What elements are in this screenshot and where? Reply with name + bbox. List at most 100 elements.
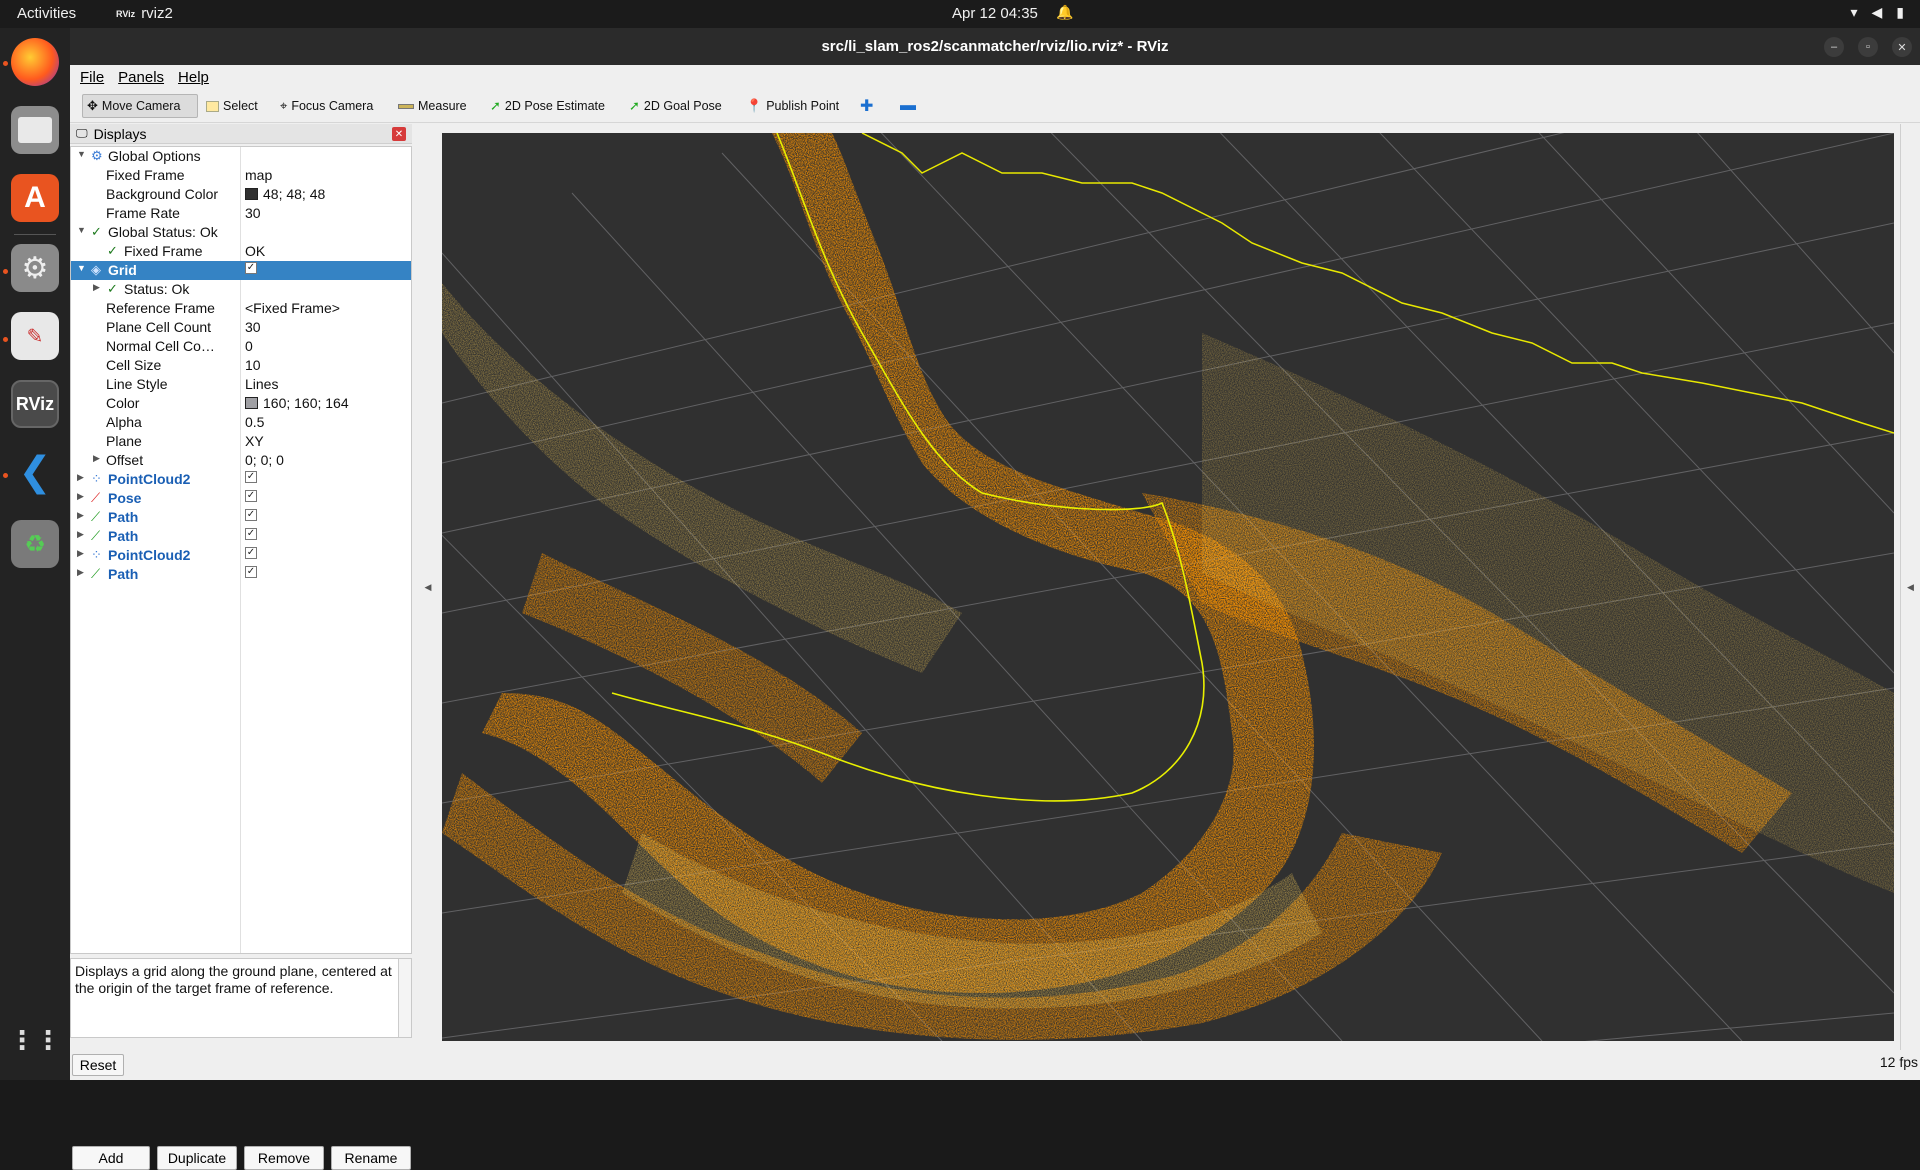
menu-help[interactable]: Help bbox=[178, 68, 209, 86]
displays-tree[interactable]: ▼ ⚙ Global Options Fixed Frame map Backg… bbox=[70, 146, 412, 954]
tree-label: Normal Cell Co… bbox=[106, 338, 215, 354]
panel-collapse-left-icon[interactable]: ◀ bbox=[424, 581, 432, 592]
collapse-arrow-icon[interactable]: ▶ bbox=[77, 529, 84, 539]
text-editor-icon[interactable]: ✎ bbox=[11, 312, 59, 360]
firefox-icon[interactable] bbox=[11, 38, 59, 86]
collapse-arrow-icon[interactable]: ▶ bbox=[77, 567, 84, 577]
tree-row-grid-status[interactable]: ▶ ✓ Status: Ok bbox=[71, 280, 411, 299]
trash-icon[interactable]: ♻ bbox=[11, 520, 59, 568]
collapse-arrow-icon[interactable]: ▶ bbox=[77, 491, 84, 501]
tree-row-line-style[interactable]: Line Style Lines bbox=[71, 375, 411, 394]
rename-button[interactable]: Rename bbox=[331, 1146, 411, 1170]
line-style-value[interactable]: Lines bbox=[245, 376, 279, 392]
remove-tool-button[interactable]: ▬ bbox=[896, 94, 920, 118]
show-apps-icon[interactable]: ⋮⋮ bbox=[9, 1024, 61, 1055]
collapse-arrow-icon[interactable]: ▶ bbox=[77, 510, 84, 520]
panel-close-icon[interactable]: ✕ bbox=[392, 127, 406, 141]
tree-row-plane-cell-count[interactable]: Plane Cell Count 30 bbox=[71, 318, 411, 337]
fixed-frame-value[interactable]: map bbox=[245, 167, 273, 183]
system-tray[interactable]: ▾ ◀ ▮ bbox=[1850, 4, 1904, 21]
tree-row-fixed-frame[interactable]: Fixed Frame map bbox=[71, 166, 411, 185]
close-button[interactable]: ✕ bbox=[1892, 37, 1912, 57]
files-icon[interactable] bbox=[11, 106, 59, 154]
enable-checkbox[interactable]: ✓ bbox=[245, 528, 257, 540]
publish-point-tool[interactable]: 📍 Publish Point bbox=[742, 94, 843, 118]
pose-estimate-tool[interactable]: ➚ 2D Pose Estimate bbox=[486, 94, 609, 118]
offset-value[interactable]: 0; 0; 0 bbox=[245, 452, 284, 468]
tree-row-normal-cell-count[interactable]: Normal Cell Co… 0 bbox=[71, 337, 411, 356]
activities-button[interactable]: Activities bbox=[17, 5, 77, 22]
tree-row-background-color[interactable]: Background Color 48; 48; 48 bbox=[71, 185, 411, 204]
enable-checkbox[interactable]: ✓ bbox=[245, 471, 257, 483]
maximize-button[interactable]: ▫ bbox=[1858, 37, 1878, 57]
tree-row-frame-rate[interactable]: Frame Rate 30 bbox=[71, 204, 411, 223]
tree-row-pointcloud2[interactable]: ▶ ⁘ PointCloud2 ✓ bbox=[71, 546, 411, 565]
clock[interactable]: Apr 12 04:35 bbox=[952, 5, 1038, 22]
collapse-arrow-icon[interactable]: ▶ bbox=[93, 282, 100, 292]
column-splitter[interactable] bbox=[240, 147, 241, 953]
add-tool-button[interactable]: ✚ bbox=[856, 94, 877, 118]
tree-label: Path bbox=[108, 566, 139, 582]
tree-row-grid[interactable]: ▼ ◈ Grid ✓ bbox=[71, 261, 411, 280]
measure-tool[interactable]: Measure bbox=[394, 94, 471, 118]
enable-checkbox[interactable]: ✓ bbox=[245, 547, 257, 559]
expand-arrow-icon[interactable]: ▼ bbox=[77, 149, 86, 159]
frame-rate-value[interactable]: 30 bbox=[245, 205, 261, 221]
collapse-arrow-icon[interactable]: ▶ bbox=[77, 548, 84, 558]
grid-color-value[interactable]: 160; 160; 164 bbox=[245, 395, 349, 411]
tree-row-offset[interactable]: ▶ Offset 0; 0; 0 bbox=[71, 451, 411, 470]
remove-button[interactable]: Remove bbox=[244, 1146, 324, 1170]
cell-size-value[interactable]: 10 bbox=[245, 357, 261, 373]
focus-camera-tool[interactable]: ⌖ Focus Camera bbox=[276, 94, 377, 118]
reference-frame-value[interactable]: <Fixed Frame> bbox=[245, 300, 340, 316]
tree-row-reference-frame[interactable]: Reference Frame <Fixed Frame> bbox=[71, 299, 411, 318]
tree-row-pose[interactable]: ▶ ⟋ Pose ✓ bbox=[71, 489, 411, 508]
plane-value[interactable]: XY bbox=[245, 433, 264, 449]
duplicate-button[interactable]: Duplicate bbox=[157, 1146, 237, 1170]
tree-row-path[interactable]: ▶ ⟋ Path ✓ bbox=[71, 527, 411, 546]
plane-cell-count-value[interactable]: 30 bbox=[245, 319, 261, 335]
tree-row-alpha[interactable]: Alpha 0.5 bbox=[71, 413, 411, 432]
collapse-arrow-icon[interactable]: ▶ bbox=[77, 472, 84, 482]
tree-row-plane[interactable]: Plane XY bbox=[71, 432, 411, 451]
menu-panels[interactable]: Panels bbox=[118, 68, 165, 86]
minimize-button[interactable]: – bbox=[1824, 37, 1844, 57]
vscode-icon[interactable]: ❮ bbox=[18, 450, 52, 494]
expand-arrow-icon[interactable]: ▼ bbox=[77, 225, 86, 235]
select-tool[interactable]: Select bbox=[202, 94, 262, 118]
goal-pose-tool[interactable]: ➚ 2D Goal Pose bbox=[625, 94, 726, 118]
add-button[interactable]: Add bbox=[72, 1146, 150, 1170]
rviz-icon[interactable]: RViz bbox=[11, 380, 59, 428]
tree-row-path[interactable]: ▶ ⟋ Path ✓ bbox=[71, 508, 411, 527]
enable-checkbox[interactable]: ✓ bbox=[245, 490, 257, 502]
reset-button[interactable]: Reset bbox=[72, 1054, 124, 1076]
title-bar[interactable]: src/li_slam_ros2/scanmatcher/rviz/lio.rv… bbox=[70, 28, 1920, 65]
move-camera-tool[interactable]: ✥ Move Camera bbox=[82, 94, 198, 118]
tree-row-color[interactable]: Color 160; 160; 164 bbox=[71, 394, 411, 413]
tree-row-cell-size[interactable]: Cell Size 10 bbox=[71, 356, 411, 375]
description-scrollbar[interactable] bbox=[398, 959, 411, 1037]
expand-arrow-icon[interactable]: ▼ bbox=[77, 263, 86, 273]
tree-row-path[interactable]: ▶ ⟋ Path ✓ bbox=[71, 565, 411, 584]
tree-row-global-status[interactable]: ▼ ✓ Global Status: Ok bbox=[71, 223, 411, 242]
enable-checkbox[interactable]: ✓ bbox=[245, 566, 257, 578]
app-center-icon[interactable]: A bbox=[11, 174, 59, 222]
menu-file[interactable]: File bbox=[80, 68, 105, 86]
tree-row-status-fixed-frame[interactable]: ✓ Fixed Frame OK bbox=[71, 242, 411, 261]
normal-cell-count-value[interactable]: 0 bbox=[245, 338, 253, 354]
app-menu[interactable]: RViz rviz2 bbox=[116, 5, 173, 22]
running-indicator bbox=[3, 473, 8, 478]
tree-row-global-options[interactable]: ▼ ⚙ Global Options bbox=[71, 147, 411, 166]
panel-collapse-right-icon[interactable]: ◀ bbox=[1900, 124, 1920, 1050]
settings-icon[interactable]: ⚙ bbox=[11, 244, 59, 292]
alpha-value[interactable]: 0.5 bbox=[245, 414, 265, 430]
background-color-value[interactable]: 48; 48; 48 bbox=[245, 186, 325, 202]
tree-label: Pose bbox=[108, 490, 142, 506]
menu-bar: File Panels Help bbox=[70, 65, 1920, 89]
point-cloud bbox=[442, 133, 1894, 1040]
enable-checkbox[interactable]: ✓ bbox=[245, 509, 257, 521]
3d-viewport[interactable] bbox=[442, 133, 1894, 1041]
tree-row-pointcloud2[interactable]: ▶ ⁘ PointCloud2 ✓ bbox=[71, 470, 411, 489]
collapse-arrow-icon[interactable]: ▶ bbox=[93, 453, 100, 463]
enable-checkbox[interactable]: ✓ bbox=[245, 262, 257, 274]
